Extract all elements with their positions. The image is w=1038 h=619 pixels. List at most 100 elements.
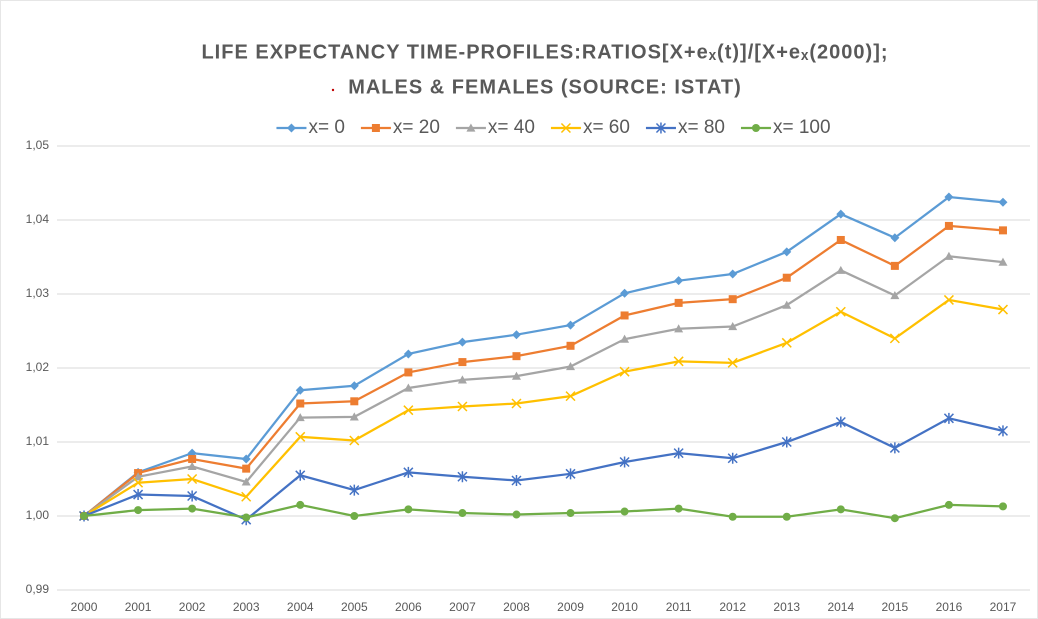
- data-point: [349, 381, 359, 391]
- series-line: [83, 298, 1004, 517]
- legend: x= 0 x= 20 x= 40 x= 60 x= 80 x= 100: [276, 117, 831, 138]
- data-point: [944, 500, 953, 509]
- data-point: [566, 362, 576, 371]
- data-point: [890, 261, 899, 270]
- x-tick-label: 2000: [71, 600, 98, 614]
- x-tick-label: 2001: [125, 600, 152, 614]
- legend-marker: [371, 124, 380, 132]
- data-point: [674, 324, 684, 333]
- data-point: [241, 454, 251, 464]
- data-point: [349, 412, 359, 421]
- dot: [331, 88, 335, 92]
- data-point: [133, 472, 143, 481]
- legend-label: x= 40: [488, 117, 535, 138]
- y-tick-label: 1,04: [26, 212, 50, 226]
- data-point: [727, 452, 738, 464]
- data-point: [944, 251, 954, 260]
- legend-label: x= 20: [393, 117, 440, 138]
- data-point: [620, 507, 629, 516]
- data-point: [944, 192, 954, 202]
- data-point: [403, 466, 414, 478]
- data-point: [673, 356, 684, 367]
- legend-marker: [560, 122, 571, 134]
- data-point: [782, 273, 791, 282]
- data-point: [350, 512, 359, 520]
- data-point: [133, 489, 144, 501]
- legend-label: x= 80: [678, 117, 725, 138]
- x-tick-label: 2012: [719, 600, 746, 614]
- data-point: [889, 442, 900, 454]
- data-point: [889, 333, 900, 344]
- data-point: [782, 512, 791, 521]
- data-point: [188, 455, 197, 464]
- data-point: [511, 330, 521, 340]
- x-tick-label: 2015: [882, 600, 909, 614]
- data-point: [620, 311, 629, 320]
- data-point: [457, 471, 468, 483]
- data-point: [998, 257, 1008, 266]
- data-point: [943, 412, 954, 424]
- data-point: [511, 371, 521, 380]
- data-point: [620, 288, 630, 298]
- x-tick-label: 2008: [503, 600, 530, 614]
- data-point: [944, 221, 953, 230]
- data-point: [349, 435, 360, 446]
- data-point: [997, 304, 1009, 315]
- series-line: [83, 195, 1004, 517]
- series-line: [83, 503, 1004, 520]
- data-point: [674, 504, 683, 513]
- data-point: [295, 469, 306, 481]
- data-point: [511, 474, 522, 486]
- series-line: [83, 255, 1004, 517]
- data-point: [836, 265, 846, 274]
- data-point: [457, 401, 468, 412]
- data-point: [728, 322, 738, 331]
- data-point: [943, 294, 954, 305]
- data-point: [674, 276, 684, 286]
- data-point: [727, 357, 738, 368]
- data-point: [674, 298, 683, 307]
- legend-marker: [655, 122, 666, 134]
- data-point: [295, 431, 306, 442]
- data-point: [835, 416, 846, 428]
- x-tick-label: 2005: [341, 600, 368, 614]
- data-point: [836, 209, 846, 219]
- x-tick-label: 2014: [827, 600, 854, 614]
- data-point: [782, 300, 792, 309]
- data-point: [781, 436, 792, 448]
- data-point: [890, 233, 900, 243]
- data-point: [403, 383, 413, 392]
- x-tick-label: 2009: [557, 600, 584, 614]
- data-point: [458, 358, 467, 367]
- y-tick-label: 1,01: [26, 434, 50, 448]
- x-tick-label: 2006: [395, 600, 422, 614]
- data-point: [241, 491, 252, 502]
- data-point: [619, 366, 630, 377]
- data-point: [566, 320, 576, 330]
- legend-label: x= 0: [308, 117, 344, 138]
- data-point: [836, 235, 845, 244]
- data-point: [458, 509, 467, 518]
- data-point: [404, 368, 413, 377]
- data-point: [728, 295, 737, 304]
- data-point: [782, 247, 792, 257]
- chart-subtitle: MALES & FEMALES (SOURCE: ISTAT): [348, 76, 742, 98]
- data-point: [296, 500, 305, 509]
- y-tick-label: 0,99: [26, 582, 50, 596]
- data-point: [295, 413, 305, 422]
- data-point: [80, 512, 89, 520]
- data-point: [890, 514, 899, 523]
- data-point: [997, 425, 1009, 437]
- data-point: [187, 490, 198, 502]
- x-tick-label: 2007: [449, 600, 476, 614]
- data-point: [133, 477, 144, 488]
- data-point: [619, 456, 630, 468]
- data-point: [728, 269, 738, 279]
- y-tick-label: 1,00: [26, 508, 50, 522]
- chart-title: LIFE EXPECTANCY TIME-PROFILES:RATIOS[X+e…: [201, 41, 888, 63]
- data-point: [512, 352, 521, 361]
- data-point: [404, 505, 413, 514]
- data-point: [566, 341, 575, 350]
- data-point: [241, 477, 251, 486]
